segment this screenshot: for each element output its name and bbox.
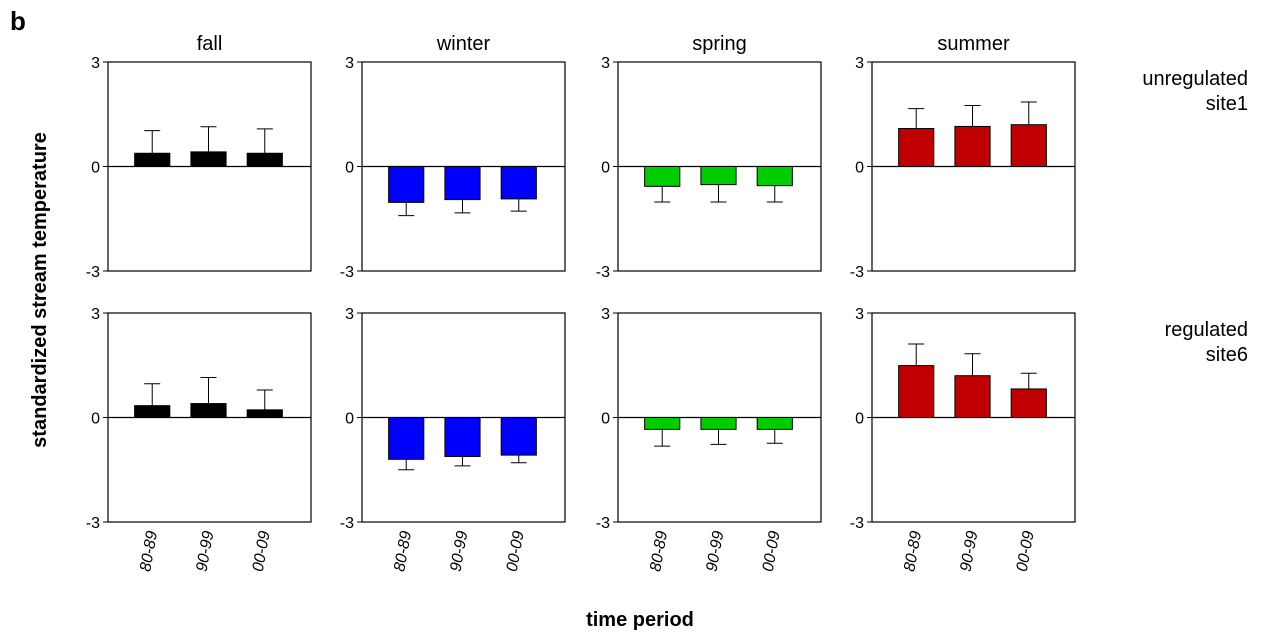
x-tick-label: 00-09: [760, 530, 784, 573]
y-tick-label: -3: [596, 264, 610, 281]
panel-title: summer: [937, 33, 1010, 55]
row-label: site6: [1206, 344, 1248, 366]
y-tick-label: 3: [855, 306, 864, 323]
x-tick-label: 90-99: [958, 530, 982, 573]
row-label: regulated: [1165, 319, 1248, 341]
bar: [898, 128, 935, 167]
y-tick-label: 0: [855, 160, 864, 177]
y-tick-label: 3: [601, 306, 610, 323]
bar: [444, 417, 481, 458]
y-tick-label: 0: [601, 160, 610, 177]
bar: [388, 417, 425, 460]
y-axis-label: standardized stream temperature: [29, 132, 51, 448]
row-label: unregulated: [1142, 68, 1248, 90]
bar: [954, 125, 991, 167]
x-tick-label: 90-99: [194, 530, 218, 573]
x-tick-label: 80-89: [391, 530, 415, 573]
bar: [756, 417, 793, 430]
bar: [444, 166, 481, 201]
y-tick-label: 0: [345, 160, 354, 177]
y-tick-label: -3: [596, 515, 610, 532]
bar: [190, 151, 227, 167]
bar: [190, 403, 227, 419]
x-tick-label: 90-99: [704, 530, 728, 573]
y-tick-label: 3: [91, 306, 100, 323]
y-tick-label: 3: [91, 55, 100, 72]
x-axis-label: time period: [586, 609, 694, 631]
bar: [500, 417, 537, 456]
y-tick-label: 3: [601, 55, 610, 72]
x-tick-label: 80-89: [647, 530, 671, 573]
y-tick-label: 0: [855, 411, 864, 428]
x-tick-label: 80-89: [137, 530, 161, 573]
y-tick-label: 3: [855, 55, 864, 72]
bar: [388, 166, 425, 203]
y-tick-label: -3: [340, 515, 354, 532]
bar: [898, 365, 935, 418]
bar: [134, 152, 171, 168]
bar: [700, 166, 737, 186]
x-tick-label: 00-09: [504, 530, 528, 573]
y-tick-label: 0: [91, 160, 100, 177]
y-tick-label: 3: [345, 306, 354, 323]
panel-title: winter: [436, 33, 491, 55]
row-label: site1: [1206, 93, 1248, 115]
y-tick-label: -3: [340, 264, 354, 281]
bar: [134, 405, 171, 419]
bar: [756, 166, 793, 187]
bar: [954, 375, 991, 419]
bar: [246, 152, 283, 168]
panel-title: spring: [692, 33, 746, 55]
bar: [644, 417, 681, 430]
y-tick-label: 0: [601, 411, 610, 428]
panel-label: b: [10, 6, 26, 36]
panel-title: fall: [197, 33, 223, 55]
y-tick-label: 0: [345, 411, 354, 428]
y-tick-label: -3: [86, 515, 100, 532]
bar: [644, 166, 681, 187]
y-tick-label: -3: [86, 264, 100, 281]
bar: [500, 166, 537, 200]
bar: [1010, 124, 1047, 167]
y-tick-label: 0: [91, 411, 100, 428]
x-tick-label: 80-89: [901, 530, 925, 573]
x-tick-label: 90-99: [448, 530, 472, 573]
x-tick-label: 00-09: [250, 530, 274, 573]
bar: [700, 417, 737, 430]
x-tick-label: 00-09: [1014, 530, 1038, 573]
bar: [246, 409, 283, 419]
bar: [1010, 388, 1047, 419]
y-tick-label: -3: [850, 264, 864, 281]
y-tick-label: 3: [345, 55, 354, 72]
y-tick-label: -3: [850, 515, 864, 532]
